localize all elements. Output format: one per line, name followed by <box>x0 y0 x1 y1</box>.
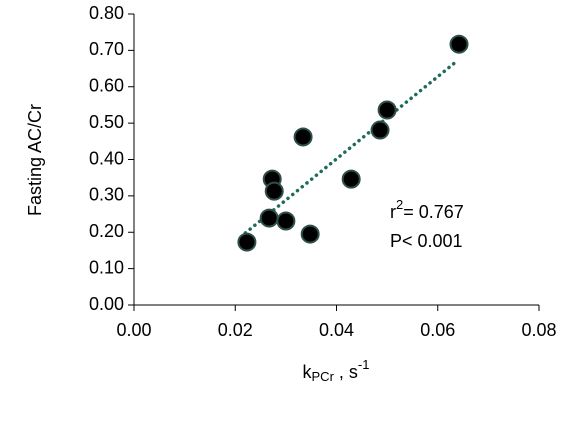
annotation-text: r <box>390 202 396 222</box>
y-tick-label: 0.20 <box>89 221 124 241</box>
y-tick-label: 0.70 <box>89 39 124 59</box>
point <box>259 208 279 228</box>
y-tick-label: 0.40 <box>89 148 124 168</box>
point <box>377 100 397 120</box>
x-label-mid: , s <box>334 362 358 382</box>
point <box>293 127 313 147</box>
annotation-rest: = 0.767 <box>403 202 464 222</box>
x-label-sup: -1 <box>358 357 370 372</box>
x-tick-label: 0.08 <box>521 320 556 340</box>
x-label-main: k <box>303 362 313 382</box>
point <box>341 169 361 189</box>
x-tick-label: 0.04 <box>319 320 354 340</box>
annotation: r2= 0.767 <box>390 197 464 221</box>
x-axis-label: kPCr , s-1 <box>303 357 370 384</box>
point <box>449 34 469 54</box>
point <box>264 181 284 201</box>
y-axis-label: Fasting AC/Cr <box>25 104 45 216</box>
x-tick-label: 0.06 <box>420 320 455 340</box>
y-tick-label: 0.10 <box>89 257 124 277</box>
annotation-sup: 2 <box>396 197 403 212</box>
y-tick-label: 0.60 <box>89 76 124 96</box>
annotation: P< 0.001 <box>390 231 463 251</box>
point <box>237 232 257 252</box>
x-tick-label: 0.02 <box>218 320 253 340</box>
x-label-sub: PCr <box>312 369 335 384</box>
x-tick-label: 0.00 <box>116 320 151 340</box>
y-tick-label: 0.30 <box>89 185 124 205</box>
point <box>300 224 320 244</box>
y-tick-label: 0.50 <box>89 112 124 132</box>
point <box>276 211 296 231</box>
y-tick-label: 0.80 <box>89 3 124 23</box>
point <box>370 120 390 140</box>
y-tick-label: 0.00 <box>89 294 124 314</box>
